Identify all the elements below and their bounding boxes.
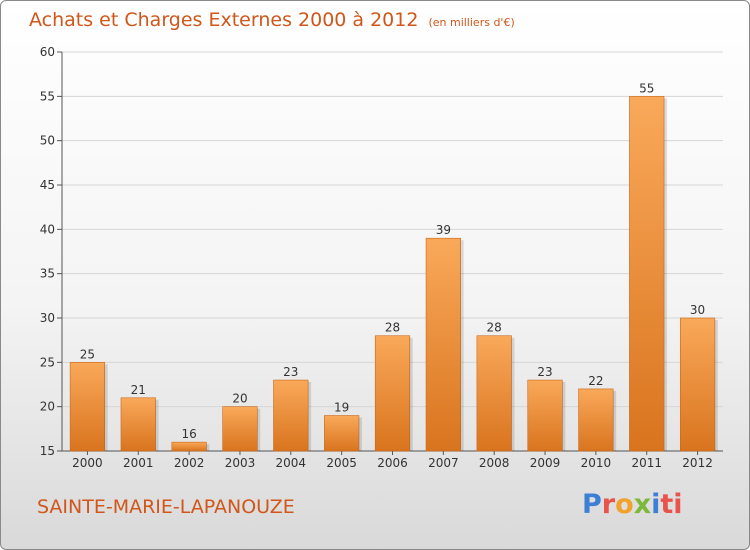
data-label: 28 (487, 321, 502, 335)
x-tick-label: 2006 (377, 456, 408, 470)
bar-shadow (358, 417, 362, 451)
bar-2009 (527, 379, 563, 452)
bar-2008 (476, 335, 512, 452)
logo-letter: x (633, 489, 652, 520)
bar-2005 (324, 415, 360, 452)
bar-shadow (104, 364, 108, 451)
x-tick-label: 2010 (581, 456, 612, 470)
y-tick-label: 45 (40, 178, 55, 192)
y-tick-label: 30 (40, 311, 55, 325)
bar-2003 (222, 406, 258, 452)
x-tick-label: 2005 (326, 456, 357, 470)
x-tick-label: 2000 (72, 456, 103, 470)
logo-letter: i (651, 489, 661, 520)
bar-shadow (257, 408, 261, 451)
x-tick-label: 2002 (174, 456, 205, 470)
data-label: 20 (232, 392, 247, 406)
y-tick-label: 20 (40, 400, 55, 414)
data-label: 28 (385, 321, 400, 335)
data-label: 39 (436, 223, 451, 237)
x-tick-label: 2012 (682, 456, 713, 470)
y-tick-label: 15 (40, 444, 55, 458)
bar-shadow (206, 444, 210, 451)
logo-letter: P (582, 489, 602, 520)
bar-2007 (425, 237, 461, 452)
commune-name: SAINTE-MARIE-LAPANOUZE (37, 496, 295, 518)
bar-2000 (69, 362, 106, 452)
bar-2012 (679, 317, 716, 452)
bar-shadow (511, 337, 515, 451)
x-tick-label: 2011 (631, 456, 662, 470)
y-tick-label: 60 (40, 45, 55, 59)
y-tick-label: 50 (40, 134, 55, 148)
data-label: 16 (181, 427, 196, 441)
logo-letter: o (615, 489, 634, 520)
bar-shadow (714, 320, 718, 451)
bar-2001 (120, 397, 156, 452)
x-tick-label: 2004 (276, 456, 307, 470)
bar-shadow (664, 98, 668, 451)
logo-letter: r (601, 489, 616, 520)
y-tick-label: 55 (40, 89, 55, 103)
data-label: 19 (334, 401, 349, 415)
y-tick-label: 35 (40, 267, 55, 281)
bars (69, 96, 718, 452)
chart-subtitle: (en milliers d'€) (428, 16, 515, 29)
bar-2006 (374, 335, 411, 452)
bar-2011 (629, 96, 665, 452)
data-label: 25 (80, 347, 95, 361)
logo-letter: t (660, 489, 674, 520)
data-label: 23 (283, 365, 298, 379)
bar-2004 (273, 379, 309, 452)
bar-shadow (308, 382, 312, 451)
chart-title: Achats et Charges Externes 2000 à 2012 (e… (29, 9, 515, 31)
data-label: 55 (639, 81, 654, 95)
y-tick-label: 40 (40, 222, 55, 236)
x-tick-label: 2003 (225, 456, 256, 470)
bar-shadow (613, 390, 617, 451)
x-tick-label: 2001 (123, 456, 154, 470)
data-label: 23 (537, 365, 552, 379)
y-tick-label: 25 (40, 355, 55, 369)
data-label: 30 (690, 303, 705, 317)
bar-2002 (171, 441, 207, 452)
bar-2010 (578, 388, 614, 452)
x-tick-label: 2007 (428, 456, 459, 470)
data-label: 22 (588, 374, 603, 388)
x-tick-label: 2009 (530, 456, 561, 470)
title-text: Achats et Charges Externes 2000 à 2012 (29, 9, 419, 31)
bar-shadow (562, 382, 566, 451)
logo-letter: i (673, 489, 683, 520)
x-tick-label: 2008 (479, 456, 510, 470)
bar-shadow (409, 337, 413, 451)
labels: 15 20 25 30 35 40 45 50 55 60 25 2000 21 2001 16 2002 20… (40, 45, 713, 470)
data-label: 21 (131, 383, 146, 397)
bar-shadow (460, 240, 464, 451)
proxiti-logo[interactable]: Proxiti (582, 489, 683, 520)
bar-shadow (155, 399, 159, 451)
